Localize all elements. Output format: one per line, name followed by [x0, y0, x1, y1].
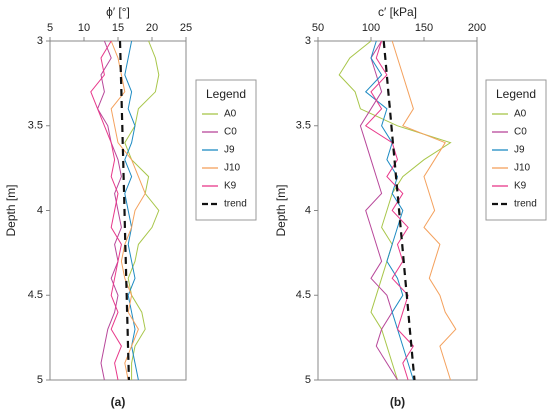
legend-label: A0 [224, 109, 237, 120]
legend-label: J10 [224, 163, 241, 174]
x-tick-label: 5 [47, 22, 53, 34]
legend-label: C0 [224, 127, 237, 138]
series-line [124, 40, 160, 380]
y-tick-label: 3 [37, 35, 43, 47]
y-tick-label: 5 [305, 374, 311, 386]
series-line [124, 40, 139, 381]
legend-label: trend [224, 199, 247, 210]
y-tick-label: 4 [305, 204, 311, 216]
y-tick-label: 4.5 [28, 289, 43, 301]
panel-caption: (b) [390, 395, 405, 409]
y-tick-label: 3.5 [28, 120, 43, 132]
x-tick-label: 15 [112, 22, 124, 34]
panel-caption: (a) [111, 395, 126, 409]
series-line [364, 40, 414, 381]
x-tick-label: 200 [468, 22, 486, 34]
y-tick-label: 3 [305, 35, 311, 47]
legend-box [485, 79, 547, 221]
y-tick-label: 4.5 [296, 289, 311, 301]
series-line [90, 40, 122, 381]
legend-label: trend [514, 199, 537, 210]
legend-title: Legend [206, 87, 246, 101]
series-line [382, 40, 416, 381]
legend-label: J9 [514, 145, 525, 156]
series-line [391, 40, 457, 381]
legend-label: J9 [224, 145, 235, 156]
y-tick-label: 3.5 [296, 120, 311, 132]
legend-label: J10 [514, 163, 531, 174]
x-tick-label: 150 [415, 22, 433, 34]
legend-title: Legend [496, 87, 536, 101]
series-line [118, 40, 130, 381]
series-line [364, 40, 415, 381]
y-axis-label: Depth [m] [274, 184, 288, 236]
x-axis-label: c′ [kPa] [378, 5, 417, 19]
series-line [97, 40, 122, 381]
x-tick-label: 25 [180, 22, 192, 34]
series-line [338, 40, 452, 381]
legend-label: K9 [224, 181, 237, 192]
x-tick-label: 10 [78, 22, 90, 34]
series-line [110, 40, 146, 381]
legend-label: A0 [514, 109, 527, 120]
legend-label: K9 [514, 181, 527, 192]
x-tick-label: 100 [362, 22, 380, 34]
x-tick-label: 50 [312, 22, 324, 34]
y-axis-label: Depth [m] [4, 184, 18, 236]
y-tick-label: 5 [37, 374, 43, 386]
series-line [359, 40, 398, 381]
x-tick-label: 20 [146, 22, 158, 34]
x-axis-label: ϕ′ [°] [106, 5, 130, 19]
legend-label: C0 [514, 127, 527, 138]
y-tick-label: 4 [37, 204, 43, 216]
